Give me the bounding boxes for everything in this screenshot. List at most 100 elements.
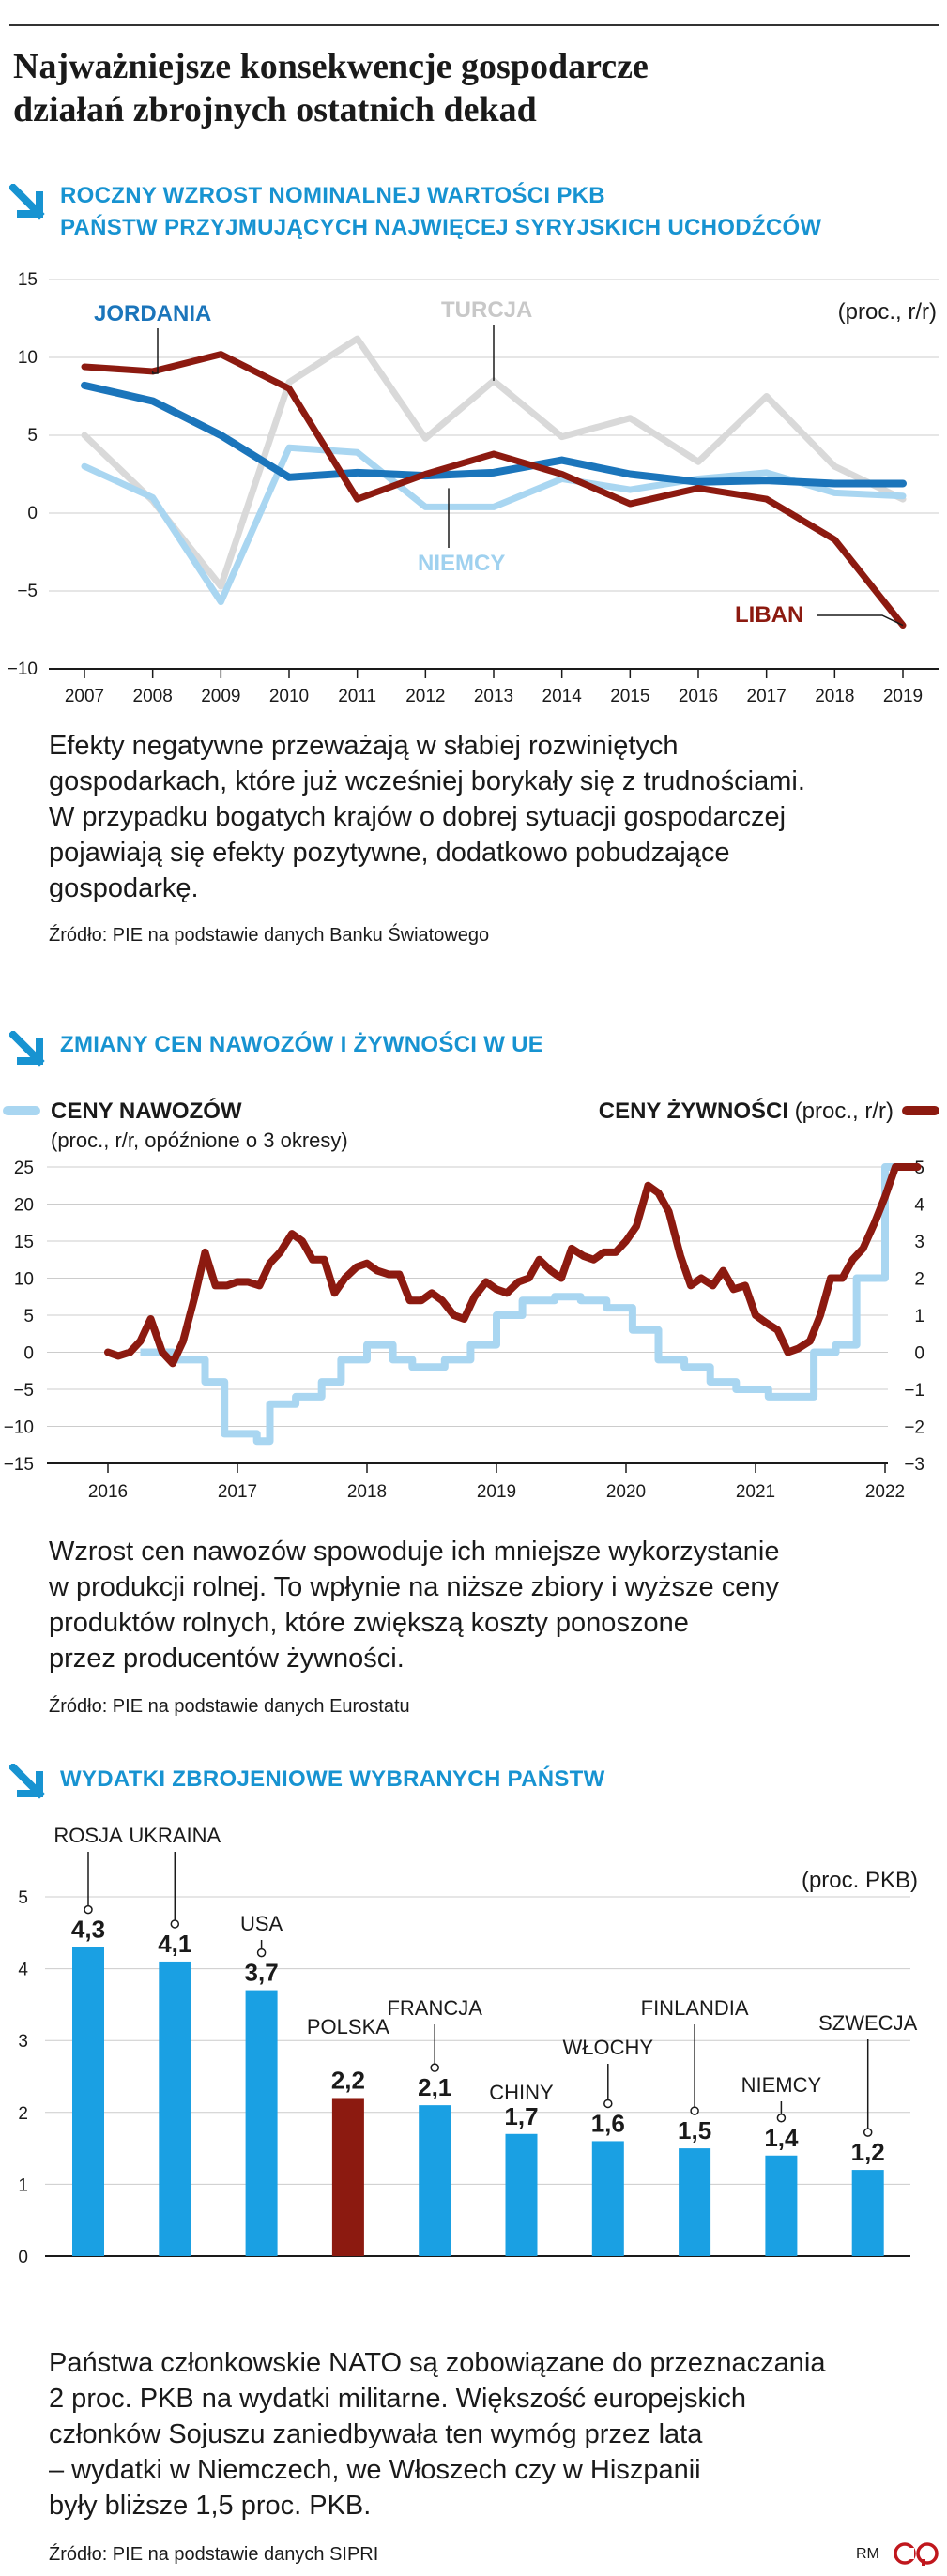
y-right-tick-label: 0	[914, 1344, 924, 1364]
y-right-tick-label: 4	[914, 1196, 924, 1216]
section-1-title-line-2: PAŃSTW PRZYJMUJĄCYCH NAJWIĘCEJ SYRYJSKIC…	[60, 215, 822, 240]
body-line: w produkcji rolnej. To wpłynie na niższe…	[49, 1572, 779, 1602]
category-label: FRANCJA	[387, 1996, 482, 2020]
page-title-line-2: działań zbrojnych ostatnich dekad	[13, 90, 537, 129]
body-line: Państwa członkowskie NATO są zobowiązane…	[49, 2348, 826, 2378]
label-leader-dot	[84, 1904, 93, 1915]
series-line-niemcy	[81, 444, 907, 606]
author-initials: RM	[856, 2546, 879, 2562]
bar-value-label: 1,5	[678, 2116, 711, 2144]
body-line: pojawiają się efekty pozytywne, dodatkow…	[49, 838, 730, 868]
legend-label-zywnosc: CENY ŻYWNOŚCI (proc., r/r)	[599, 1098, 894, 1124]
body-line: produktów rolnych, które zwiększą koszty…	[49, 1608, 689, 1638]
x-tick-label: 2018	[815, 687, 854, 704]
label-leader-dot	[690, 2106, 699, 2115]
body-line: W przypadku bogatych krajów o dobrej syt…	[49, 802, 787, 832]
y-tick-label: −5	[17, 582, 38, 601]
x-tick-label: 2022	[865, 1482, 905, 1502]
y-tick-label: 3	[18, 2032, 28, 2052]
y-right-tick-label: 3	[914, 1233, 924, 1252]
arrow-icon	[9, 184, 45, 220]
x-tick-label: 2015	[610, 687, 649, 704]
label-leader-dot	[776, 2114, 787, 2123]
bar-szwecja	[851, 2170, 884, 2256]
section-1-source: Źródło: PIE na podstawie danych Banku Św…	[49, 925, 490, 946]
category-label: POLSKA	[307, 2015, 389, 2038]
y-left-tick-label: 15	[14, 1233, 34, 1252]
section-1-body: Efekty negatywne przeważają w słabiej ro…	[49, 728, 931, 906]
y-left-tick-label: 5	[23, 1307, 34, 1326]
gdp-line-chart: 15 10 5 0 −5 −10 2007 2008 2009 2010 2011 2012 2013 2…	[8, 270, 939, 704]
x-tick-label: 2011	[338, 687, 376, 704]
x-tick-label: 2014	[542, 687, 583, 704]
series-line-zywnosc	[104, 1163, 922, 1368]
bar-value-label: 1,2	[851, 2138, 885, 2166]
arrow-icon	[9, 1764, 45, 1799]
body-line: Wzrost cen nawozów spowoduje ich mniejsz…	[49, 1537, 780, 1567]
label-leader-dot	[863, 2128, 873, 2137]
x-tick-label: 2019	[477, 1482, 516, 1502]
body-line: były bliższe 1,5 proc. PKB.	[49, 2491, 372, 2521]
bar-value-label: 2,1	[418, 2073, 451, 2101]
series-label-liban: LIBAN	[735, 602, 803, 628]
series-label-niemcy: NIEMCY	[418, 551, 505, 576]
series-label-turcja: TURCJA	[441, 297, 532, 323]
x-tick-label: 2016	[88, 1482, 128, 1502]
y-tick-label: 1	[18, 2175, 28, 2195]
body-line: 2 proc. PKB na wydatki militarne. Większ…	[49, 2384, 747, 2414]
section-3-body: Państwa członkowskie NATO są zobowiązane…	[49, 2345, 931, 2523]
category-label: CHINY	[489, 2081, 554, 2104]
bar-value-label: 3,7	[245, 1959, 279, 1987]
y-left-tick-label: 20	[14, 1196, 34, 1216]
y-tick-label: 5	[27, 426, 38, 446]
y-tick-label: 5	[18, 1888, 28, 1908]
x-tick-label: 2018	[347, 1482, 387, 1502]
section-2-title: ZMIANY CEN NAWOZÓW I ŻYWNOŚCI W UE	[60, 1032, 544, 1057]
category-label: WŁOCHY	[563, 2036, 654, 2059]
x-tick-label: 2012	[405, 687, 445, 704]
section-3-title: WYDATKI ZBROJENIOWE WYBRANYCH PAŃSTW	[60, 1766, 605, 1792]
series-line-jordania	[81, 381, 907, 488]
y-tick-label: −10	[8, 659, 38, 679]
y-left-tick-label: 25	[14, 1159, 34, 1178]
y-right-tick-label: −2	[904, 1418, 924, 1438]
bar-value-label: 1,7	[504, 2102, 538, 2130]
category-label: NIEMCY	[741, 2073, 822, 2097]
top-rule	[9, 24, 939, 26]
section-1-title-line-1: ROCZNY WZROST NOMINALNEJ WARTOŚCI PKB	[60, 183, 605, 208]
bar-value-label: 2,2	[331, 2066, 365, 2094]
label-leader-dot	[170, 1919, 180, 1929]
series-line-nawozy	[140, 1163, 919, 1446]
bar-value-label: 4,1	[158, 1930, 191, 1958]
x-tick-label: 2016	[679, 687, 718, 704]
body-line: Efekty negatywne przeważają w słabiej ro…	[49, 731, 679, 761]
y-right-tick-label: 2	[914, 1270, 924, 1290]
unit-label: (proc. PKB)	[802, 1868, 918, 1893]
arrow-icon	[9, 1031, 45, 1067]
section-2-source: Źródło: PIE na podstawie danych Eurostat…	[49, 1696, 410, 1717]
x-tick-label: 2017	[218, 1482, 257, 1502]
left-axis-label: (proc., r/r, opóźnione o 3 okresy)	[51, 1129, 348, 1152]
y-tick-label: 4	[18, 1961, 28, 1980]
y-left-tick-label: −10	[4, 1418, 34, 1438]
x-tick-label: 2013	[474, 687, 513, 704]
series-label-jordania: JORDANIA	[94, 301, 211, 326]
bar-włochy	[591, 2141, 624, 2256]
bar-ukraina	[159, 1961, 191, 2256]
section-2-body: Wzrost cen nawozów spowoduje ich mniejsz…	[49, 1534, 931, 1676]
right-axis-label: (proc., r/r)	[795, 1099, 894, 1124]
legend-label-zywnosc-name: CENY ŻYWNOŚCI	[599, 1098, 795, 1124]
category-label: UKRAINA	[129, 1824, 221, 1847]
legend-label-nawozy: CENY NAWOZÓW	[51, 1098, 242, 1124]
section-3-source: Źródło: PIE na podstawie danych SIPRI	[49, 2544, 379, 2565]
y-tick-label: 10	[18, 348, 38, 368]
label-leader	[151, 328, 159, 374]
page-title: Najważniejsze konsekwencje gospodarcze d…	[13, 45, 933, 131]
bar-finlandia	[679, 2148, 711, 2256]
bar-polska	[331, 2098, 364, 2256]
body-line: – wydatki w Niemczech, we Włoszech czy w…	[49, 2455, 701, 2485]
pap-logo-icon	[894, 2542, 939, 2566]
x-tick-label: 2017	[747, 687, 787, 704]
category-label: SZWECJA	[818, 2011, 917, 2035]
